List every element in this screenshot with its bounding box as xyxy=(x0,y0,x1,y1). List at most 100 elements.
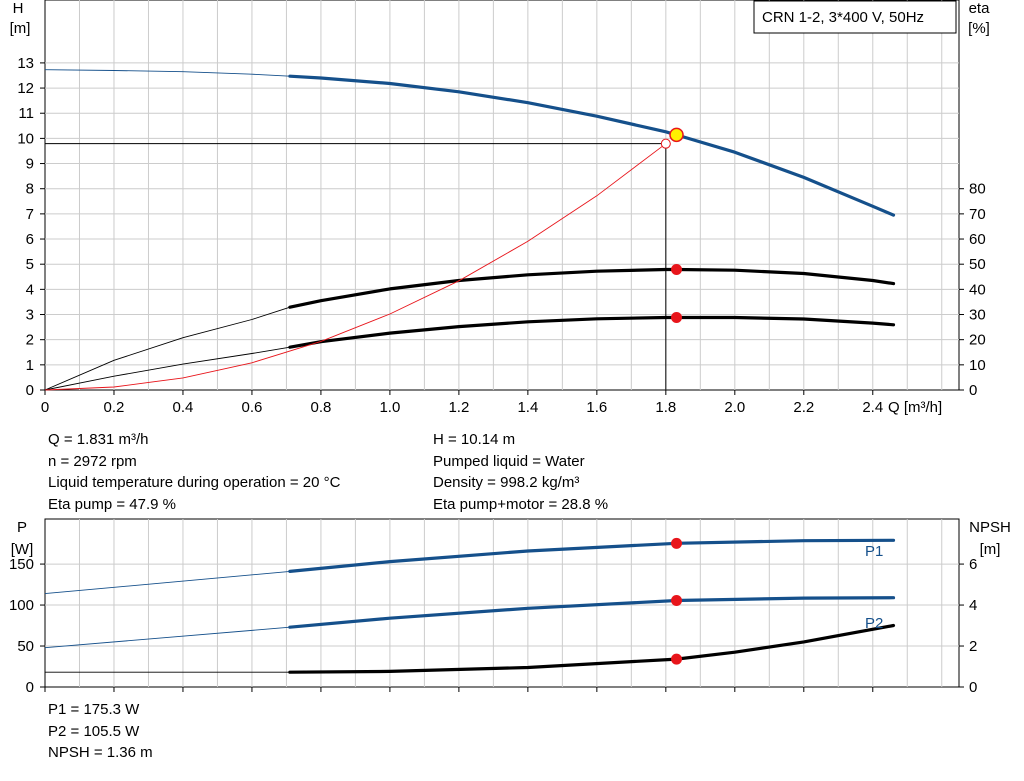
upper-left-tick-label: 7 xyxy=(26,206,34,223)
upper-left-tick-label: 2 xyxy=(26,332,34,349)
y-axis-unit-eta: [%] xyxy=(968,20,990,37)
lower-right-tick-label: 6 xyxy=(969,556,977,573)
upper-left-tick-label: 11 xyxy=(18,105,34,122)
info-speed: n = 2972 rpm xyxy=(48,452,137,470)
legend-box xyxy=(753,0,957,34)
upper-bottom-tick-label: 1.4 xyxy=(517,399,538,416)
upper-left-tick-label: 10 xyxy=(17,130,34,147)
upper-plot-frame xyxy=(44,0,960,391)
upper-bottom-tick-label: 1.8 xyxy=(655,399,676,416)
curve-eta_pump_motor-extrapolated xyxy=(44,346,290,391)
y-axis-label-npsh: NPSH xyxy=(969,519,1011,536)
lower-plot-frame xyxy=(44,518,960,688)
legend-box-text: CRN 1-2, 3*400 V, 50Hz xyxy=(762,9,924,26)
upper-left-tick-label: 3 xyxy=(26,307,34,324)
duty-point-eta-pump-marker xyxy=(671,263,683,275)
lower-left-tick-label: 50 xyxy=(17,638,34,655)
upper-right-tick-label: 50 xyxy=(969,256,986,273)
system-curve-endpoint-marker xyxy=(660,138,671,149)
curve-P2 xyxy=(288,596,896,629)
lower-chart-area: 0 50 100 150 0 2 4 6 P [W] NPSH [m] P1 P2 xyxy=(9,518,1011,696)
duty-info-left: Q = 1.831 m³/h n = 2972 rpm Liquid tempe… xyxy=(48,429,340,515)
upper-left-tick-label: 6 xyxy=(26,231,34,248)
upper-right-tick-label: 30 xyxy=(969,307,986,324)
power-info: P1 = 175.3 W P2 = 105.5 W NPSH = 1.36 m xyxy=(48,699,153,764)
upper-bottom-tick-label: 0 xyxy=(41,399,49,416)
duty-point-head-marker xyxy=(669,127,684,143)
upper-grid xyxy=(45,0,959,390)
upper-left-tick-label: 4 xyxy=(26,281,34,298)
lower-grid xyxy=(45,519,959,687)
info-liquid-temperature: Liquid temperature during operation = 20… xyxy=(48,474,341,491)
upper-left-tick-label: 9 xyxy=(26,156,34,173)
info-density: Density = 998.2 kg/m³ xyxy=(433,474,580,491)
duty-point-eta-pump-motor-marker xyxy=(671,312,683,324)
series-label-p2: P2 xyxy=(865,615,883,632)
y-axis-label-p: P xyxy=(17,519,27,536)
x-axis-label-q: Q [m³/h] xyxy=(888,399,942,416)
upper-bottom-tick-label: 1.2 xyxy=(448,399,469,416)
duty-point-p1-marker xyxy=(671,537,683,549)
curve-eta_pump xyxy=(288,267,896,309)
upper-left-tick-label: 1 xyxy=(26,357,34,374)
info-p1: P1 = 175.3 W xyxy=(48,701,140,718)
curve-H-extrapolated xyxy=(44,69,290,77)
upper-bottom-tick-label: 1.0 xyxy=(379,399,400,416)
upper-left-tick-label: 5 xyxy=(26,256,34,273)
lower-curves xyxy=(44,537,896,674)
info-head: H = 10.14 m xyxy=(433,431,516,448)
upper-left-tick-label: 0 xyxy=(26,382,34,399)
lower-left-tick-label: 150 xyxy=(9,556,34,573)
curve-eta_pump-extrapolated xyxy=(44,306,291,391)
info-q: Q = 1.831 m³/h xyxy=(48,431,149,448)
upper-left-tick-label: 13 xyxy=(17,55,34,72)
y-axis-label-eta: eta xyxy=(969,0,991,17)
curve-P1 xyxy=(288,538,896,573)
lower-right-tick-label: 2 xyxy=(969,638,977,655)
upper-right-tick-label: 60 xyxy=(969,231,986,248)
lower-left-tick-label: 0 xyxy=(26,679,34,696)
lower-right-tick-label: 4 xyxy=(969,597,977,614)
upper-bottom-tick-label: 0.6 xyxy=(242,399,263,416)
lower-left-tick-label: 100 xyxy=(9,597,34,614)
series-label-p1: P1 xyxy=(865,543,883,560)
curve-P1-extrapolated xyxy=(44,570,290,595)
upper-right-tick-label: 40 xyxy=(969,281,986,298)
curve-H xyxy=(288,74,896,217)
upper-right-tick-label: 10 xyxy=(969,357,986,374)
upper-bottom-tick-label: 1.6 xyxy=(586,399,607,416)
upper-right-tick-label: 80 xyxy=(969,181,986,198)
upper-bottom-tick-label: 2.2 xyxy=(793,399,814,416)
upper-bottom-tick-label: 2.0 xyxy=(724,399,745,416)
duty-info-right: H = 10.14 m Pumped liquid = Water Densit… xyxy=(433,429,608,515)
info-pumped-liquid: Pumped liquid = Water xyxy=(433,452,585,470)
upper-curves xyxy=(44,69,896,391)
upper-right-tick-label: 0 xyxy=(969,382,977,399)
upper-bottom-tick-label: 0.8 xyxy=(310,399,331,416)
upper-right-tick-label: 70 xyxy=(969,206,986,223)
info-p2: P2 = 105.5 W xyxy=(48,722,140,740)
y-axis-label-h: H xyxy=(13,0,24,17)
upper-left-tick-label: 12 xyxy=(17,80,34,97)
lower-right-tick-label: 0 xyxy=(969,679,977,696)
upper-bottom-tick-label: 0.2 xyxy=(104,399,125,416)
curve-eta_pump_motor xyxy=(288,315,896,349)
info-eta-pump: Eta pump = 47.9 % xyxy=(48,495,176,513)
lower-ticks: 0 50 100 150 0 2 4 6 xyxy=(9,556,977,696)
curve-P2-extrapolated xyxy=(44,626,290,649)
y-axis-unit-h: [m] xyxy=(10,20,31,37)
info-npsh: NPSH = 1.36 m xyxy=(48,744,153,761)
curve-system_curve xyxy=(44,143,667,391)
info-eta-pump-motor: Eta pump+motor = 28.8 % xyxy=(433,495,609,513)
upper-bottom-tick-label: 2.4 xyxy=(862,399,883,416)
upper-bottom-tick-label: 0.4 xyxy=(173,399,194,416)
y-axis-unit-npsh: [m] xyxy=(980,541,1001,558)
duty-point-p2-marker xyxy=(671,595,683,607)
upper-right-tick-label: 20 xyxy=(969,332,986,349)
upper-left-tick-label: 8 xyxy=(26,181,34,198)
duty-point-npsh-marker xyxy=(671,653,683,665)
y-axis-unit-p: [W] xyxy=(11,541,34,558)
